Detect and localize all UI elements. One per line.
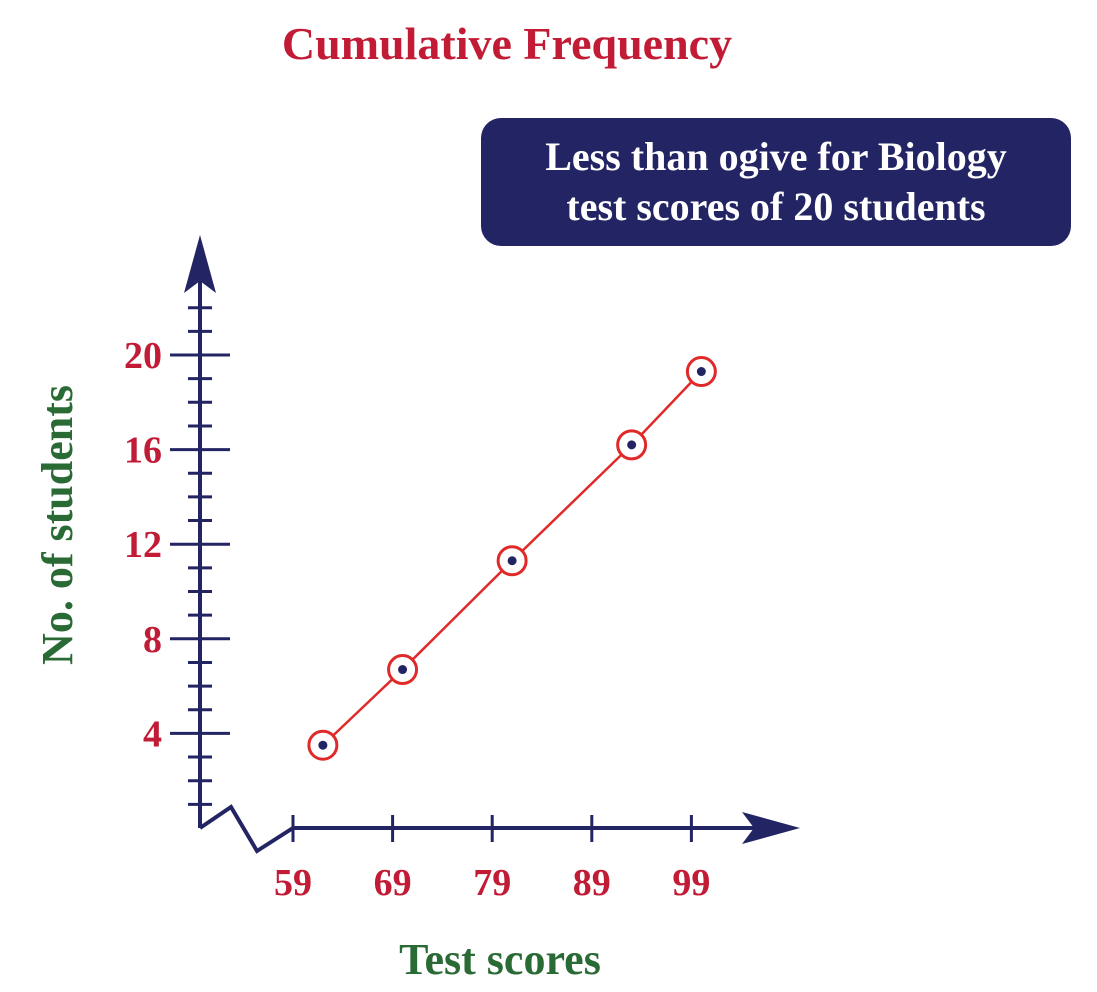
x-axis-line — [198, 804, 760, 854]
x-tick-label: 69 — [374, 862, 412, 904]
chart-title: Cumulative Frequency — [281, 18, 733, 69]
y-tick-label: 4 — [143, 713, 162, 755]
y-axis-arrow — [184, 235, 216, 293]
series — [307, 356, 717, 761]
y-tick-label: 16 — [124, 430, 162, 472]
x-axis-title: Test scores — [399, 935, 601, 984]
y-tick-label: 20 — [124, 335, 162, 377]
legend-line-2: test scores of 20 students — [566, 184, 986, 229]
x-tick-label: 99 — [672, 862, 710, 904]
data-point — [627, 440, 637, 450]
data-point — [696, 367, 706, 377]
x-axis-arrow — [742, 812, 800, 844]
y-tick-label: 12 — [124, 524, 162, 566]
data-point — [507, 556, 517, 566]
x-tick-label: 59 — [274, 862, 312, 904]
y-axis-title: No. of students — [33, 385, 82, 665]
y-tick-label: 8 — [143, 619, 162, 661]
x-ticks: 59 69 79 89 99 — [274, 815, 710, 904]
x-tick-label: 89 — [573, 862, 611, 904]
y-ticks: 4 8 12 16 20 — [124, 306, 230, 806]
data-point — [318, 740, 328, 750]
x-tick-label: 79 — [473, 862, 511, 904]
axes — [184, 235, 800, 854]
data-point — [398, 665, 408, 675]
legend-line-1: Less than ogive for Biology — [545, 134, 1007, 179]
legend-box: Less than ogive for Biology test scores … — [481, 118, 1071, 246]
